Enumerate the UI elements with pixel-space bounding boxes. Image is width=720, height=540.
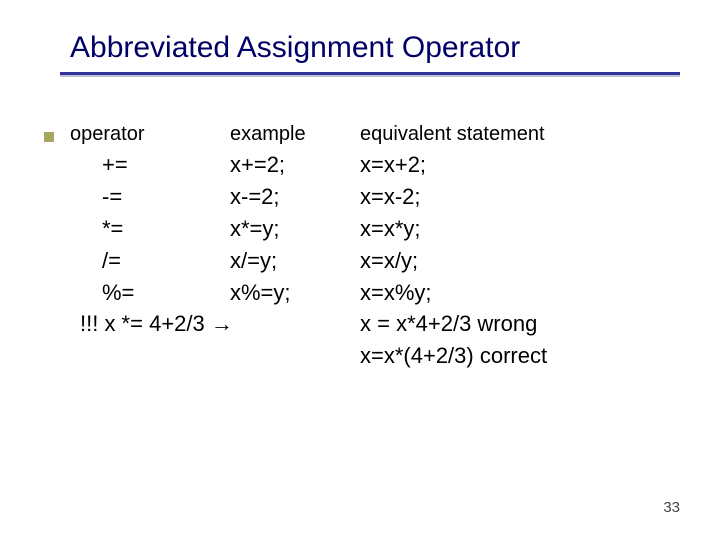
underline-shadow xyxy=(60,75,680,77)
note-row-correct: x=x*(4+2/3) correct xyxy=(70,340,690,372)
title-underline xyxy=(60,72,680,77)
cell-equivalent: x=x%y; xyxy=(360,277,690,309)
cell-example: x-=2; xyxy=(230,181,360,213)
note-row-wrong: !!! x *= 4+2/3 → x = x*4+2/3 wrong xyxy=(70,308,690,340)
table-row: %= x%=y; x=x%y; xyxy=(70,277,690,309)
cell-example: x%=y; xyxy=(230,277,360,309)
table-header-row: operator example equivalent statement xyxy=(70,120,690,149)
cell-example: x+=2; xyxy=(230,149,360,181)
cell-equivalent: x=x*y; xyxy=(360,213,690,245)
header-equivalent: equivalent statement xyxy=(360,120,690,149)
cell-operator: *= xyxy=(70,213,230,245)
cell-operator: %= xyxy=(70,277,230,309)
table-row: /= x/=y; x=x/y; xyxy=(70,245,690,277)
cell-equivalent: x=x+2; xyxy=(360,149,690,181)
content-area: operator example equivalent statement +=… xyxy=(70,120,690,372)
note-correct: x=x*(4+2/3) correct xyxy=(360,340,690,372)
cell-example: x/=y; xyxy=(230,245,360,277)
cell-example: x*=y; xyxy=(230,213,360,245)
bullet-icon xyxy=(44,132,54,142)
table-row: -= x-=2; x=x-2; xyxy=(70,181,690,213)
cell-operator: /= xyxy=(70,245,230,277)
table-row: += x+=2; x=x+2; xyxy=(70,149,690,181)
cell-equivalent: x=x/y; xyxy=(360,245,690,277)
header-operator: operator xyxy=(70,120,230,149)
header-example: example xyxy=(230,120,360,149)
slide-title: Abbreviated Assignment Operator xyxy=(70,30,680,76)
note-wrong: x = x*4+2/3 wrong xyxy=(360,308,690,340)
cell-operator: += xyxy=(70,149,230,181)
note-lhs-empty xyxy=(70,340,360,372)
note-lhs: !!! x *= 4+2/3 → xyxy=(70,308,360,340)
slide: Abbreviated Assignment Operator operator… xyxy=(0,0,720,540)
page-number: 33 xyxy=(663,499,680,516)
cell-operator: -= xyxy=(70,181,230,213)
cell-equivalent: x=x-2; xyxy=(360,181,690,213)
table-row: *= x*=y; x=x*y; xyxy=(70,213,690,245)
